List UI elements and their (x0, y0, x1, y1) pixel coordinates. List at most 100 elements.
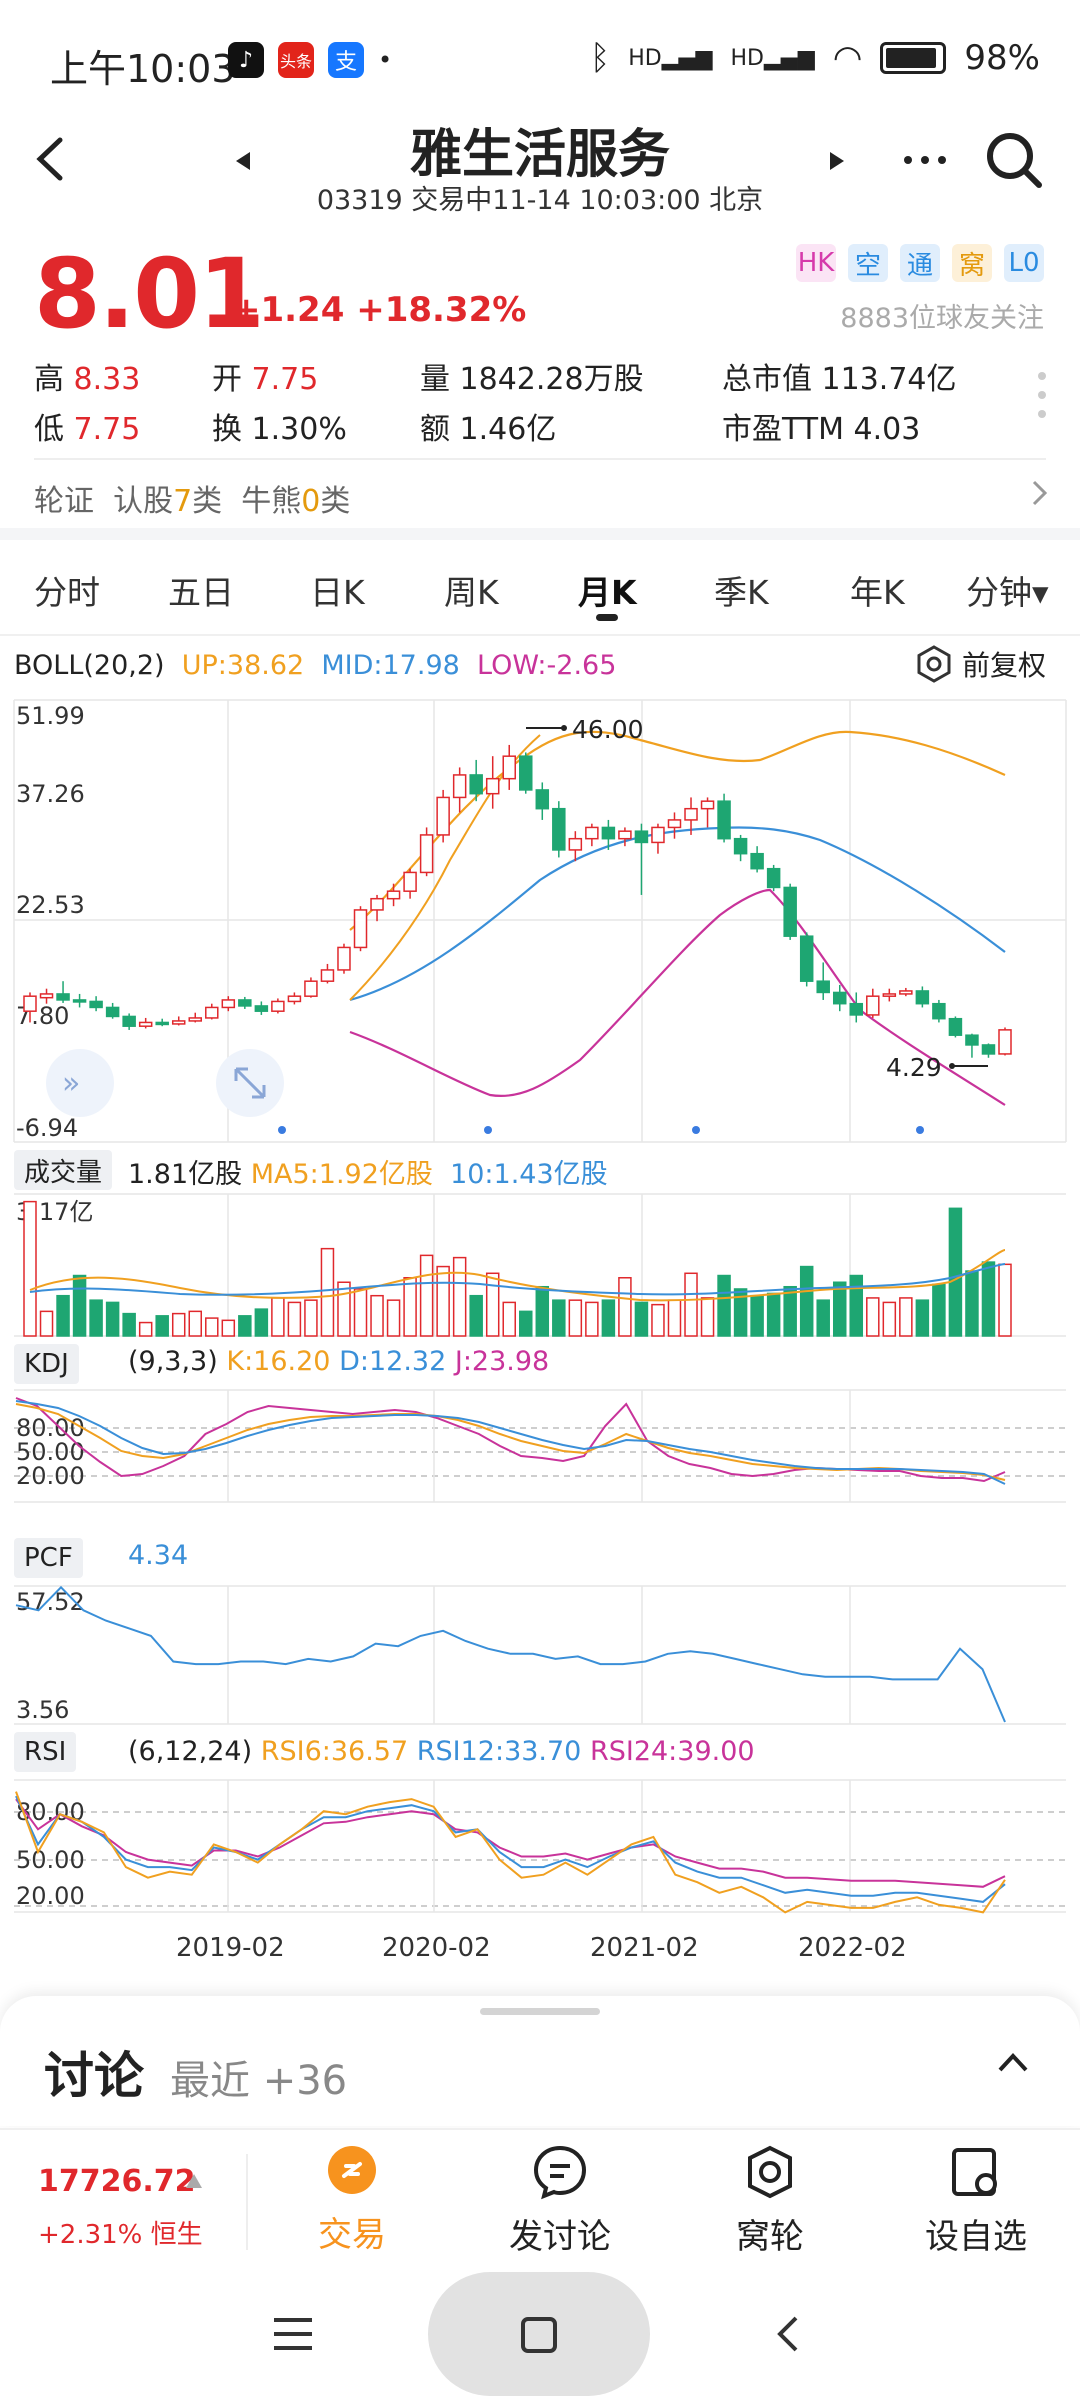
wifi-icon: ◠ (832, 38, 863, 78)
stat-open: 开 7.75 (212, 362, 319, 397)
kline-chart[interactable]: 51.99 37.26 22.53 7.80 -6.94 46.00 4.29 … (0, 690, 1080, 1990)
candle-body (105, 1006, 120, 1018)
volume-bar (370, 1294, 384, 1337)
chat-bubble-icon (533, 2145, 587, 2200)
candle-body (849, 1002, 864, 1016)
candle-body (601, 826, 616, 840)
candle-body (965, 1034, 979, 1046)
kline-axis-top: 51.99 (16, 702, 85, 730)
volume-bar (552, 1299, 566, 1337)
candle-body (436, 796, 450, 836)
volume-bar (23, 1200, 37, 1337)
chevron-up-icon[interactable] (996, 2050, 1030, 2074)
discussion-recent: 最近 +36 (170, 2058, 348, 2104)
candle-body (188, 1017, 203, 1022)
tab-monthly-k[interactable]: 月K (578, 573, 637, 612)
tab-yearly-k[interactable]: 年K (850, 573, 905, 612)
market-badges: HK 空 通 窝 L0 (796, 244, 1044, 282)
divider (34, 458, 1046, 460)
volume-bar (56, 1294, 70, 1337)
restore-rights-toggle[interactable]: 前复权 (914, 644, 1046, 684)
kdj-tag[interactable]: KDJ (14, 1344, 79, 1384)
volume-bar (899, 1297, 913, 1337)
rsi-tag[interactable]: RSI (14, 1732, 77, 1772)
volume-bar (452, 1256, 467, 1337)
candle-body (155, 1021, 169, 1026)
candle-body (304, 980, 318, 997)
candle-body (221, 999, 236, 1009)
system-back-icon[interactable] (774, 2314, 802, 2354)
volume-bar (419, 1254, 434, 1337)
candle-body (948, 1017, 963, 1036)
candle-body (205, 1006, 219, 1019)
volume-bar (89, 1299, 103, 1337)
nav-trade[interactable]: 交易 (282, 2144, 422, 2256)
back-icon[interactable] (30, 134, 70, 184)
drag-handle[interactable] (480, 2008, 600, 2015)
candle-body (618, 830, 632, 840)
up-triangle-icon (186, 2174, 202, 2188)
volume-tag[interactable]: 成交量 (14, 1150, 113, 1190)
tab-intraday[interactable]: 分时 (34, 573, 100, 612)
volume-bar (733, 1288, 748, 1337)
candle-body (915, 990, 930, 1005)
hsi-value[interactable]: 17726.72 (38, 2164, 196, 2199)
next-stock-icon[interactable] (826, 150, 848, 172)
volume-bar (254, 1308, 269, 1337)
tiktok-icon: ♪ (228, 42, 264, 78)
boll-lines (349, 730, 1006, 1106)
volume-bar (832, 1281, 847, 1337)
kdj-axis-50: 50.00 (16, 1438, 85, 1466)
tab-daily-k[interactable]: 日K (310, 573, 365, 612)
volume-ma5-line (29, 1249, 1006, 1302)
candle-body (766, 867, 781, 889)
tab-weekly-k[interactable]: 周K (444, 573, 499, 612)
nav-post[interactable]: 发讨论 (490, 2144, 630, 2258)
volume-bar (585, 1301, 599, 1337)
rsi12-line (15, 1795, 1006, 1903)
pcf-tag[interactable]: PCF (14, 1538, 83, 1578)
more-icon[interactable] (900, 150, 950, 170)
nav-add-watchlist[interactable]: 设自选 (906, 2144, 1046, 2258)
candle-body (700, 800, 715, 810)
prev-stock-icon[interactable] (232, 150, 254, 172)
candle-body (419, 834, 434, 874)
discussion-drawer[interactable]: 讨论 最近 +36 (0, 1996, 1080, 2126)
vertical-more-icon[interactable] (1036, 370, 1048, 420)
candlesticks (23, 744, 1012, 1058)
status-time: 上午10:03 (50, 47, 236, 91)
tab-minute[interactable]: 分钟▾ (966, 573, 1049, 612)
tab-quarterly-k[interactable]: 季K (714, 573, 769, 612)
volume-bar (403, 1277, 417, 1337)
badge-short: 空 (848, 244, 888, 282)
chevron-right-icon[interactable] (1030, 478, 1050, 508)
warrant-summary[interactable]: 轮证 认股7类 牛熊0类 (34, 484, 351, 519)
home-button[interactable] (428, 2272, 650, 2396)
volume-bar (436, 1265, 450, 1337)
search-icon[interactable] (984, 130, 1044, 190)
volume-bar (915, 1299, 930, 1337)
page-dot (916, 1126, 924, 1134)
x-axis-label: 2019-02 (176, 1933, 285, 1963)
volume-bar (750, 1294, 764, 1337)
rsi-legend: (6,12,24) RSI6:36.57 RSI12:33.70 RSI24:3… (128, 1736, 755, 1767)
tab-five-day[interactable]: 五日 (168, 573, 234, 612)
min-price-label: 4.29 (886, 1053, 942, 1082)
stat-low: 低 7.75 (34, 412, 141, 447)
trade-icon (328, 2146, 376, 2194)
hsi-change[interactable]: +2.31% 恒生 (38, 2220, 203, 2250)
nav-warrant[interactable]: 窝轮 (700, 2144, 840, 2258)
candle-body (353, 909, 368, 949)
candle-body (866, 995, 880, 1016)
volume-bar (981, 1261, 996, 1337)
volume-legend: 1.81亿股 MA5:1.92亿股 10:1.43亿股 (128, 1159, 608, 1190)
expand-indicators-button[interactable] (46, 1049, 114, 1117)
candle-body (370, 897, 384, 911)
volume-bar (519, 1310, 533, 1337)
signal-2-icon: HD▂▄▆ (730, 45, 815, 71)
volume-bar (816, 1299, 830, 1337)
menu-icon[interactable] (272, 2316, 314, 2352)
candle-body (452, 774, 467, 799)
divider (0, 634, 1080, 636)
pcf-grid (14, 1585, 1066, 1725)
